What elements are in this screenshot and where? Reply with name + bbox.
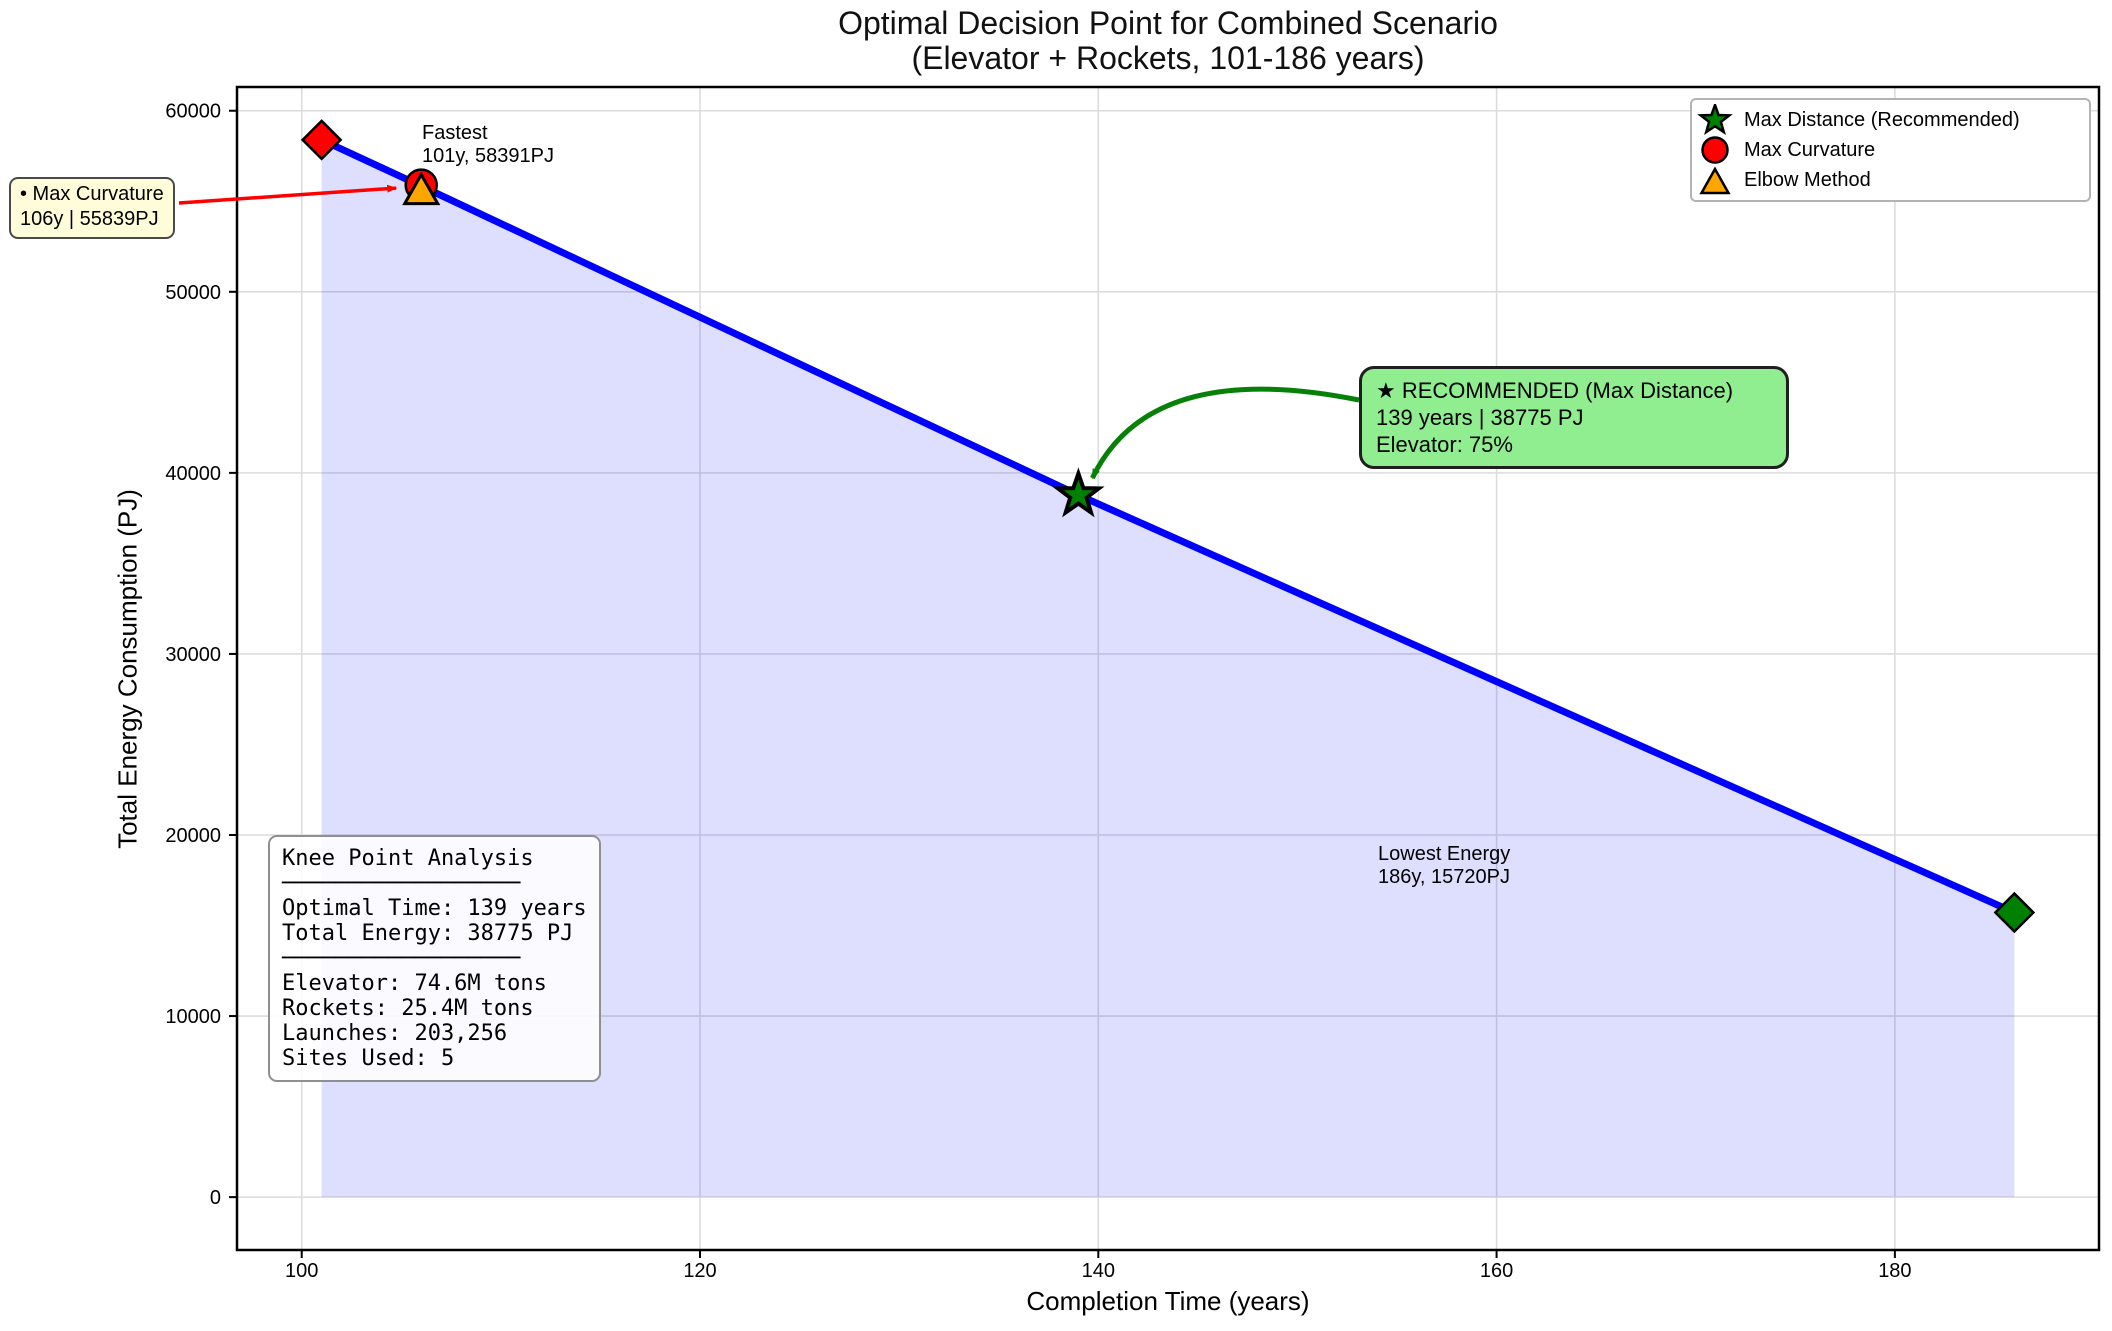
knee-box-line: Knee Point Analysis: [282, 846, 534, 871]
chart-title: Optimal Decision Point for Combined Scen…: [838, 5, 1498, 41]
x-tick-label: 160: [1480, 1260, 1513, 1282]
legend-label: Max Distance (Recommended): [1744, 108, 2020, 131]
legend-item: Elbow Method: [1692, 165, 2089, 195]
annotation-lowest-line1: Lowest Energy: [1378, 843, 1511, 865]
marker-fastest-diamond: [300, 119, 343, 161]
legend-label: Max Curvature: [1744, 138, 1876, 161]
x-tick-label: 140: [1082, 1260, 1115, 1282]
recommended-line2: 139 years | 38775 PJ: [1376, 405, 1584, 430]
legend-box: Max Distance (Recommended) Max Curvature E…: [1690, 98, 2091, 202]
recommended-arrow: [1090, 386, 1360, 480]
max-curvature-line2: 106y | 55839PJ: [20, 208, 159, 230]
knee-box-line: ──────────────────: [282, 871, 521, 896]
recommended-line1: ★ RECOMMENDED (Max Distance): [1376, 378, 1734, 403]
y-tick-label: 20000: [165, 825, 221, 847]
y-tick-label: 50000: [165, 282, 221, 304]
y-tick-label: 60000: [165, 101, 221, 123]
knee-box-line: ──────────────────: [282, 946, 521, 971]
marker-recommended-star: [1052, 467, 1105, 518]
energy-area-fill: [321, 139, 2015, 1198]
recommended-line3: Elevator: 75%: [1376, 432, 1513, 457]
y-tick-label: 30000: [165, 644, 221, 666]
knee-box-line: Rockets: 25.4M tons: [282, 996, 534, 1021]
annotation-lowest-line2: 186y, 15720PJ: [1378, 866, 1510, 888]
axes-frame: [235, 85, 2101, 1252]
legend-item: Max Curvature: [1692, 135, 2089, 165]
star-icon: [1692, 104, 1738, 136]
triangle-icon: [1692, 164, 1738, 196]
annotation-lowest-energy: Lowest Energy 186y, 15720PJ: [1378, 843, 1510, 889]
circle-glyph: [1701, 136, 1729, 164]
x-tick-label: 100: [285, 1260, 318, 1282]
y-tick-label: 40000: [165, 463, 221, 485]
annotation-fastest-line1: Fastest: [422, 122, 488, 144]
max-curvature-line1: • Max Curvature: [20, 183, 164, 205]
knee-box-line: Elevator: 74.6M tons: [282, 971, 547, 996]
knee-box-line: Optimal Time: 139 years: [282, 896, 587, 921]
y-tick-label: 10000: [165, 1006, 221, 1028]
chart-subtitle: (Elevator + Rockets, 101-186 years): [911, 40, 1425, 76]
knee-box-line: Launches: 203,256: [282, 1021, 508, 1046]
energy-line: [318, 136, 2018, 916]
knee-analysis-box: Knee Point Analysis ────────────────── Opt…: [268, 835, 601, 1082]
star-glyph: [1697, 104, 1733, 136]
max-curvature-arrow: [178, 184, 398, 205]
knee-box-line: Sites Used: 5: [282, 1046, 455, 1071]
x-axis-label: Completion Time (years): [1026, 1286, 1310, 1316]
legend-label: Elbow Method: [1744, 168, 1871, 191]
x-tick-label: 180: [1878, 1260, 1911, 1282]
triangle-glyph: [1699, 166, 1731, 195]
marker-elbow-triangle: [402, 171, 441, 206]
x-tick-label: 120: [683, 1260, 716, 1282]
y-tick-label: 0: [210, 1187, 221, 1209]
circle-icon: [1692, 134, 1738, 166]
knee-box-line: Total Energy: 38775 PJ: [282, 921, 574, 946]
annotation-max-curvature-box: • Max Curvature 106y | 55839PJ: [9, 177, 175, 239]
marker-lowest-energy-diamond: [1993, 891, 2036, 934]
legend-item: Max Distance (Recommended): [1692, 104, 2089, 136]
chart-title-block: Optimal Decision Point for Combined Scen…: [237, 6, 2099, 76]
annotation-fastest-line2: 101y, 58391PJ: [422, 145, 554, 167]
y-axis-label: Total Energy Consumption (PJ): [112, 489, 143, 849]
annotation-fastest: Fastest 101y, 58391PJ: [422, 122, 554, 168]
annotation-recommended-box: ★ RECOMMENDED (Max Distance) 139 years |…: [1359, 366, 1789, 469]
